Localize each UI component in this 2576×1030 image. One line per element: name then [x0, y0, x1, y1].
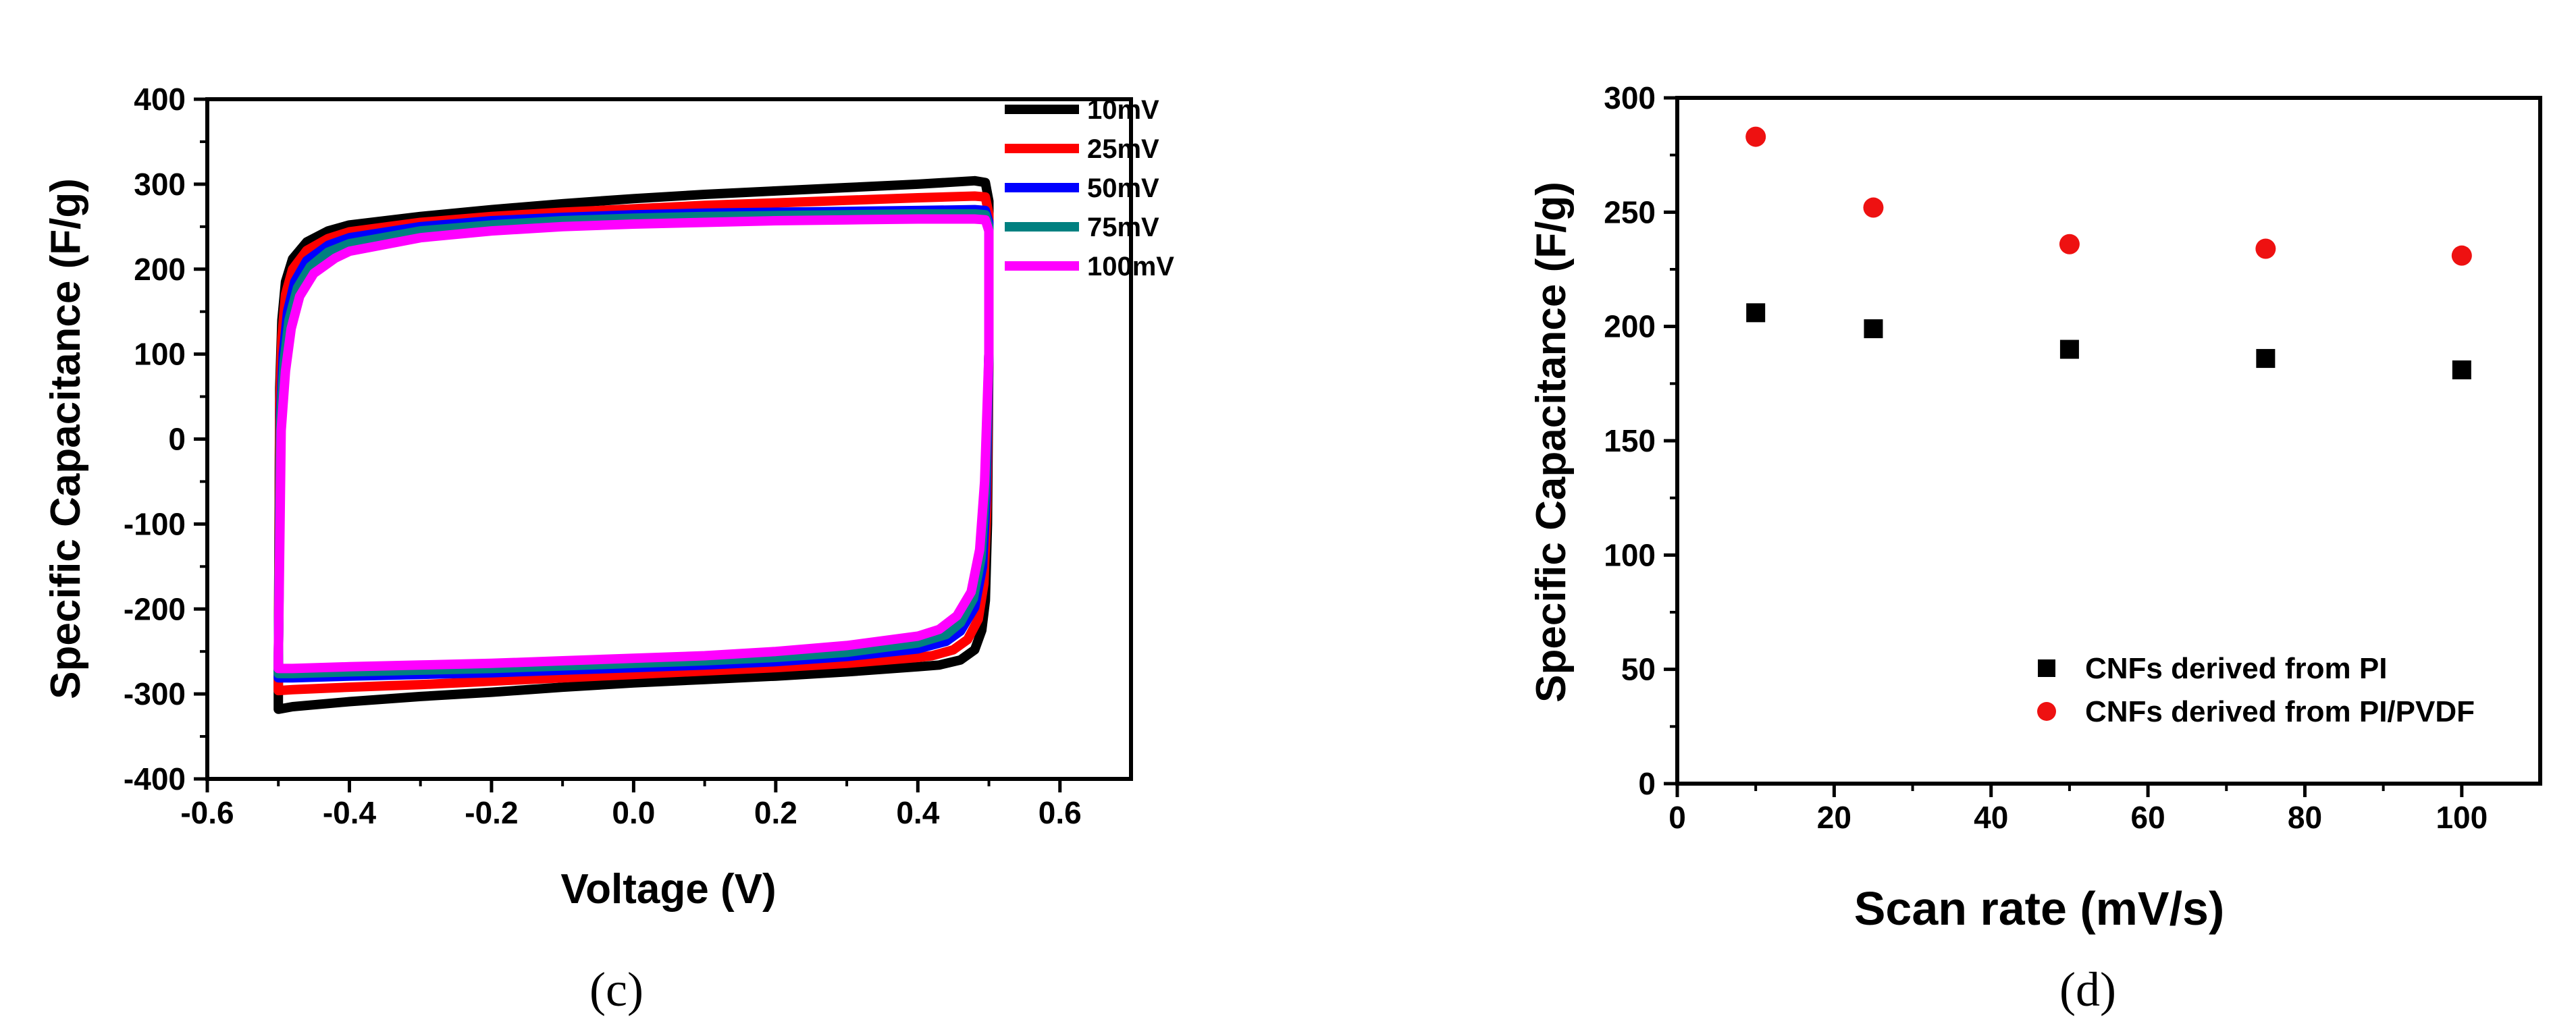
- x-axis-title: Scan rate (mV/s): [1854, 882, 2225, 935]
- data-point-cnfs-derived-from-pi: [2059, 340, 2079, 359]
- y-axis-title: Specific Capacitance (F/g): [43, 178, 89, 699]
- y-axis-title: Specific Capacitance (F/g): [1528, 182, 1575, 703]
- y-tick-label: 100: [1604, 537, 1656, 572]
- y-tick-labels: 0 50 100 150 200 250 300: [1604, 80, 1656, 801]
- panel-caption: (c): [589, 963, 643, 1017]
- x-tick-label: 100: [2436, 800, 2488, 835]
- data-point-cnfs-derived-from-pi-pvdf: [2451, 245, 2472, 266]
- data-point-cnfs-derived-from-pi: [1746, 303, 1766, 323]
- y-tick-label: 200: [1604, 309, 1656, 344]
- x-tick-label: -0.4: [323, 795, 377, 830]
- legend-label-75mv: 75mV: [1087, 213, 1159, 242]
- cv-curves: [273, 175, 994, 714]
- y-tick-labels: -400 -300 -200 -100 0 100 200 300 400: [124, 82, 186, 796]
- data-point-cnfs-derived-from-pi-pvdf: [2059, 234, 2080, 254]
- cv-curve-75mv: [273, 209, 994, 678]
- legend-label-50mv: 50mV: [1087, 173, 1159, 203]
- x-tick-labels: -0.6 -0.4 -0.2 0.0 0.2 0.4 0.6: [180, 795, 1081, 830]
- y-tick-label: 400: [134, 82, 186, 117]
- x-tick-labels: 0 20 40 60 80 100: [1668, 800, 2488, 835]
- legend-label-25mv: 25mV: [1087, 134, 1159, 164]
- y-tick-label: -400: [124, 761, 186, 796]
- y-tick-label: 0: [1638, 766, 1656, 801]
- y-tick-label: -300: [124, 676, 186, 711]
- y-tick-label: -100: [124, 506, 186, 541]
- cv-curve-50mv: [273, 205, 994, 683]
- legend: 10mV 25mV 50mV 75mV 100mV: [1005, 95, 1174, 281]
- y-tick-label: -200: [124, 591, 186, 626]
- x-tick-label: 0.6: [1039, 795, 1082, 830]
- x-tick-label: 0.0: [612, 795, 655, 830]
- data-point-cnfs-derived-from-pi-pvdf: [1863, 197, 1884, 218]
- legend-label-cnfs-derived-from-pi-pvdf: CNFs derived from PI/PVDF: [2085, 695, 2475, 728]
- data-point-cnfs-derived-from-pi: [2256, 349, 2276, 369]
- x-tick-label: 0: [1668, 800, 1686, 835]
- x-tick-label: 0.2: [754, 795, 797, 830]
- data-point-cnfs-derived-from-pi: [2452, 360, 2471, 380]
- x-tick-label: -0.6: [180, 795, 234, 830]
- data-points: [1745, 126, 2472, 380]
- x-tick-label: 0.4: [896, 795, 939, 830]
- cv-curve-25mv: [273, 191, 994, 696]
- legend-label-cnfs-derived-from-pi: CNFs derived from PI: [2085, 652, 2387, 685]
- tick-marks: [194, 97, 1062, 792]
- panel-caption: (d): [2059, 963, 2116, 1017]
- y-tick-label: 200: [134, 252, 186, 287]
- x-tick-label: -0.2: [465, 795, 518, 830]
- y-tick-label: 300: [1604, 80, 1656, 115]
- legend: CNFs derived from PI CNFs derived from PI…: [2037, 652, 2475, 728]
- tick-marks: [1664, 96, 2464, 797]
- x-tick-label: 20: [1817, 800, 1851, 835]
- x-tick-label: 80: [2288, 800, 2322, 835]
- cv-curve-100mv: [273, 214, 994, 674]
- legend-marker-cnfs-derived-from-pi-pvdf: [2037, 702, 2056, 721]
- data-point-cnfs-derived-from-pi-pvdf: [2255, 238, 2276, 259]
- data-point-cnfs-derived-from-pi: [1864, 319, 1883, 339]
- legend-marker-cnfs-derived-from-pi: [2038, 659, 2055, 677]
- y-tick-label: 250: [1604, 194, 1656, 229]
- y-tick-label: 100: [134, 337, 186, 372]
- data-point-cnfs-derived-from-pi-pvdf: [1745, 126, 1766, 147]
- x-tick-label: 40: [1974, 800, 2008, 835]
- legend-label-10mv: 10mV: [1087, 95, 1159, 125]
- cv-curve-10mv: [273, 175, 994, 714]
- panel-d-scatter-chart: 0 50 100 150 200 250 300 0 20 40 60 80 100 CNFs der…: [1528, 80, 2542, 1017]
- legend-label-100mv: 100mV: [1087, 252, 1174, 281]
- y-tick-label: 300: [134, 167, 186, 202]
- y-tick-label: 0: [168, 422, 186, 457]
- y-tick-label: 150: [1604, 423, 1656, 458]
- x-axis-title: Voltage (V): [560, 866, 776, 913]
- x-tick-label: 60: [2131, 800, 2165, 835]
- y-tick-label: 50: [1621, 652, 1656, 687]
